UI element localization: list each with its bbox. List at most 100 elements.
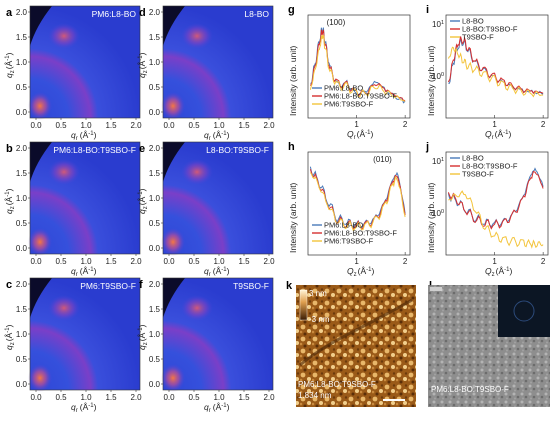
ytick-exp: 0 xyxy=(441,72,444,78)
peak-annotation: (100) xyxy=(327,18,346,27)
xtick-label: 1.5 xyxy=(238,121,250,130)
xlabel-close: ) xyxy=(94,266,97,276)
ytick-label: 2.0 xyxy=(16,280,28,289)
afm-scale-min: -3 nm xyxy=(309,315,330,324)
ytick-label: 2.0 xyxy=(149,8,161,17)
giwaxs-wedge-d xyxy=(163,6,185,46)
xlabel-unit: (Å xyxy=(80,266,89,276)
panel-label-k: k xyxy=(286,280,293,292)
giwaxs-title-a: PM6:L8-BO xyxy=(92,9,137,19)
tem-inset-ring xyxy=(513,300,535,322)
xlabel-q: q xyxy=(204,130,209,140)
giwaxs-wedge-b xyxy=(30,142,52,182)
series-line-2 xyxy=(447,46,544,98)
xlabel-close: ) xyxy=(227,266,230,276)
legend-label-2: T9SBO-F xyxy=(462,170,494,179)
x-axis-label: Qr(Å-1) xyxy=(485,129,511,141)
xlabel-unit: (Å xyxy=(358,266,367,276)
ytick-label: 1.5 xyxy=(149,169,161,178)
xtick-label: 1.5 xyxy=(238,393,250,402)
giwaxs-title-d: L8-BO xyxy=(244,9,269,19)
panel-label-h: h xyxy=(288,141,295,153)
giwaxs-hotspot-c xyxy=(28,364,52,392)
xlabel-q: q xyxy=(71,266,76,276)
xlabel-q: q xyxy=(71,130,76,140)
xtick-label: 0.0 xyxy=(163,121,175,130)
ylabel-sub: z xyxy=(10,206,16,209)
afm-rms: 1.834 nm xyxy=(298,391,332,400)
giwaxs-panel-c: c PM6:T9SBO-F 0.0 0.5 1.0 1.5 2.0 0.0 0.5 1.0 1.5 2… xyxy=(4,277,142,414)
legend-label-0: PM6:L8-BO xyxy=(324,84,363,93)
ylabel-close: ) xyxy=(137,52,147,55)
xtick-label: 2.0 xyxy=(130,393,142,402)
y-axis-label: Intensity (arb. unit) xyxy=(426,182,436,253)
xlabel-sub: z xyxy=(354,272,357,278)
xlabel-unit: (Å xyxy=(80,402,89,412)
xlabel-sub: r xyxy=(209,136,211,142)
ylabel-close: ) xyxy=(4,324,14,327)
ytick-base: 10 xyxy=(432,157,441,166)
xtick-label: 1 xyxy=(354,120,359,129)
giwaxs-ylabel: qz(Å-1) xyxy=(4,324,16,350)
legend-label-2: PM6:T9SBO-F xyxy=(324,237,374,246)
ytick-label: 0.0 xyxy=(149,108,161,117)
giwaxs-xlabel: qr (Å-1) xyxy=(204,402,230,414)
afm-scale-max: 3 nm xyxy=(309,289,327,298)
ytick-10-1: 101 xyxy=(432,20,444,29)
xtick-label: 1 xyxy=(354,257,359,266)
giwaxs-hotspot-e xyxy=(161,228,185,256)
ylabel-q: q xyxy=(137,345,147,350)
xtick-label: 2 xyxy=(403,120,408,129)
ytick-base: 10 xyxy=(432,72,441,81)
xtick-label: 1.5 xyxy=(105,393,117,402)
ytick-label: 0.5 xyxy=(149,83,161,92)
tem-inset-fft xyxy=(498,285,550,337)
panel-label-i: i xyxy=(426,4,429,16)
giwaxs-panel-f: f T9SBO-F0.00.51.01.52.00.0 0.5 1.0 1.5 2.0qz… xyxy=(137,277,275,414)
xlabel-sup: -1 xyxy=(504,267,510,273)
panel-label-b: b xyxy=(6,143,13,155)
giwaxs-xlabel: qr (Å-1) xyxy=(204,266,230,278)
xlabel-sup: -1 xyxy=(365,130,371,136)
panel-label-g: g xyxy=(288,4,295,16)
ylabel-close: ) xyxy=(137,188,147,191)
xtick-label: 1.0 xyxy=(213,121,225,130)
ytick-label: 1.0 xyxy=(16,58,28,67)
xtick-label: 0.0 xyxy=(30,257,42,266)
plot-frame xyxy=(445,14,549,119)
ytick-base: 10 xyxy=(432,20,441,29)
giwaxs-panels: a PM6:L8-BO 0.0 0.5 1.0 1.5 2.0 0.0 0.5 1.0 1.5 2.0… xyxy=(4,5,275,414)
giwaxs-arc-f xyxy=(181,295,213,321)
plot-frame xyxy=(307,14,411,119)
legend-label-0: PM6:L8-BO xyxy=(324,221,363,230)
ytick-exp: 0 xyxy=(441,209,444,215)
ytick-label: 2.0 xyxy=(149,144,161,153)
x-axis-label: Qz(Å-1) xyxy=(347,266,374,278)
tem-label-tag xyxy=(430,287,442,291)
xlabel-sub: r xyxy=(76,136,78,142)
afm-image xyxy=(296,285,416,407)
xtick-label: 0.5 xyxy=(188,257,200,266)
xtick-label: 2.0 xyxy=(263,121,275,130)
panel-k: k 3 nm -3 nm PM6:L8-BO:T9SBO-F 1.834 nm xyxy=(286,280,416,407)
y-axis-label: Intensity (arb. unit) xyxy=(288,182,298,253)
ytick-label: 1.0 xyxy=(16,330,28,339)
afm-grain-boundary xyxy=(299,298,413,367)
ylabel-unit: (Å xyxy=(4,60,14,69)
plot-frame xyxy=(307,151,411,256)
xlabel-q: q xyxy=(204,266,209,276)
ytick-label: 0.5 xyxy=(149,219,161,228)
giwaxs-title-c: PM6:T9SBO-F xyxy=(80,281,136,291)
ylabel-sup: -1 xyxy=(5,191,11,197)
xtick-label: 0.0 xyxy=(30,121,42,130)
giwaxs-arc-c xyxy=(48,295,80,321)
giwaxs-xlabel: qr (Å-1) xyxy=(71,402,97,414)
xlabel-sub: r xyxy=(492,135,494,141)
series-line-1 xyxy=(447,170,544,230)
panel-label-a: a xyxy=(6,7,13,19)
x-axis-label: Qr(Å-1) xyxy=(347,129,373,141)
tem-caption: PM6:L8-BO:T9SBO-F xyxy=(431,385,509,394)
xlabel-sup: -1 xyxy=(88,267,94,273)
